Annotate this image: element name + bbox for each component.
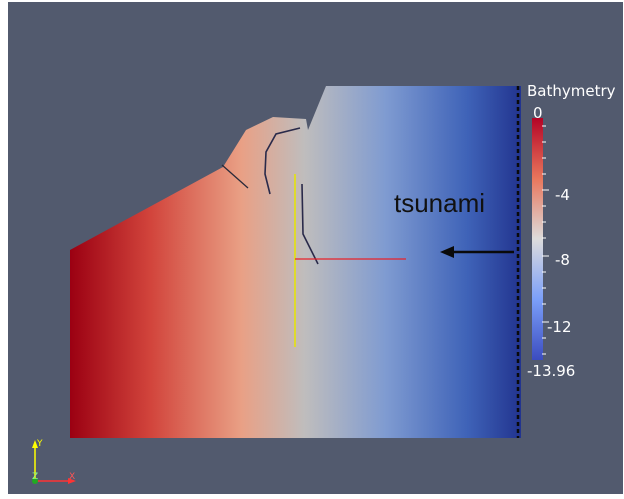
axis-y-label: Y: [37, 439, 43, 449]
axes-orientation-icon: [32, 440, 76, 484]
colorbar-bar: [532, 118, 543, 360]
render-viewport[interactable]: Bathymetry 0 -4 -8 -12 -13.96 tsunami Y …: [8, 2, 623, 494]
pier-line: [301, 183, 319, 265]
colorbar-tick-label: -8: [555, 251, 570, 269]
colorbar-minor-ticks: [542, 125, 549, 355]
harbor-wall-line: [264, 127, 301, 195]
tsunami-annotation: tsunami: [394, 188, 486, 218]
colorbar-max-label: 0: [533, 104, 543, 122]
axis-x-label: X: [69, 472, 76, 482]
arrow-head-icon: [440, 246, 454, 258]
colorbar-min-label: -13.96: [527, 362, 576, 380]
bathymetry-scene: [32, 86, 549, 484]
axis-z-label: Z: [32, 472, 39, 482]
breakwater-line: [221, 164, 249, 189]
colorbar-tick-label: -12: [547, 318, 572, 336]
colorbar-tick-label: -4: [555, 186, 570, 204]
colorbar-title: Bathymetry: [527, 82, 616, 100]
